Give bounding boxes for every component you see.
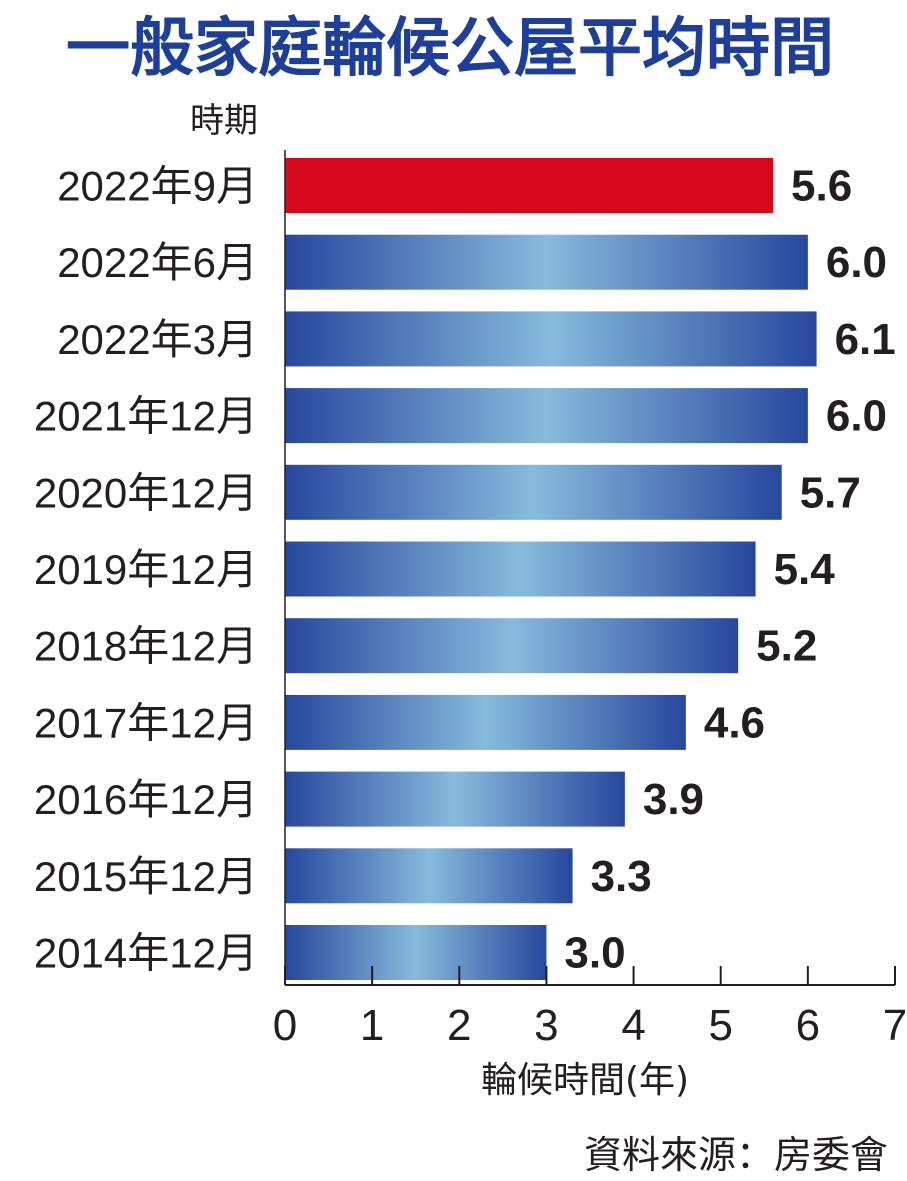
bar-5 [285, 541, 756, 597]
y-axis-title: 時期 [190, 102, 258, 140]
category-label: 2019年12月 [34, 546, 258, 593]
value-label: 3.9 [643, 775, 704, 824]
ticks-layer: 0 1 2 3 4 5 6 7 [273, 966, 907, 1050]
value-label: 5.4 [774, 545, 836, 594]
bar-2 [285, 311, 817, 367]
chart-title: 一般家庭輪候公屋平均時間 [66, 12, 834, 86]
value-label: 6.0 [826, 238, 887, 287]
bar-1 [285, 234, 808, 290]
category-label: 2022年6月 [57, 239, 258, 286]
value-label: 5.2 [756, 622, 817, 671]
x-tick-label: 1 [360, 1001, 384, 1050]
value-label: 5.6 [791, 162, 852, 211]
category-label: 2018年12月 [34, 623, 258, 670]
bar-3 [285, 388, 808, 444]
x-tick-label: 0 [273, 1001, 297, 1050]
value-label: 6.1 [835, 315, 896, 364]
x-tick-label: 3 [534, 1001, 558, 1050]
value-label: 3.3 [591, 852, 652, 901]
category-label: 2016年12月 [34, 776, 258, 823]
category-label: 2022年9月 [57, 163, 258, 210]
x-tick-label: 2 [447, 1001, 471, 1050]
category-label: 2015年12月 [34, 853, 258, 900]
x-tick-label: 7 [883, 1001, 907, 1050]
category-label: 2017年12月 [34, 699, 258, 746]
bars-layer: 2022年9月 5.6 2022年6月 6.0 2022年3月 6.1 2021年12月 6.… [34, 158, 896, 980]
bar-0 [285, 158, 773, 213]
value-label: 4.6 [704, 698, 765, 747]
x-tick-label: 6 [796, 1001, 820, 1050]
value-label: 5.7 [800, 468, 861, 517]
x-axis-title: 輪候時間(年) [481, 1060, 689, 1101]
bar-4 [285, 464, 782, 520]
value-label: 6.0 [826, 392, 887, 441]
category-label: 2020年12月 [34, 469, 258, 516]
x-tick-label: 5 [708, 1001, 732, 1050]
bar-10 [285, 925, 547, 980]
source-note: 資料來源：房委會 [584, 1133, 888, 1177]
value-label: 3.0 [564, 929, 625, 978]
bar-8 [285, 771, 625, 827]
x-tick-label: 4 [621, 1001, 645, 1050]
bar-6 [285, 618, 739, 674]
bar-7 [285, 694, 686, 750]
bar-9 [285, 848, 573, 904]
category-label: 2021年12月 [34, 393, 258, 440]
category-label: 2022年3月 [57, 316, 258, 363]
category-label: 2014年12月 [34, 930, 258, 977]
